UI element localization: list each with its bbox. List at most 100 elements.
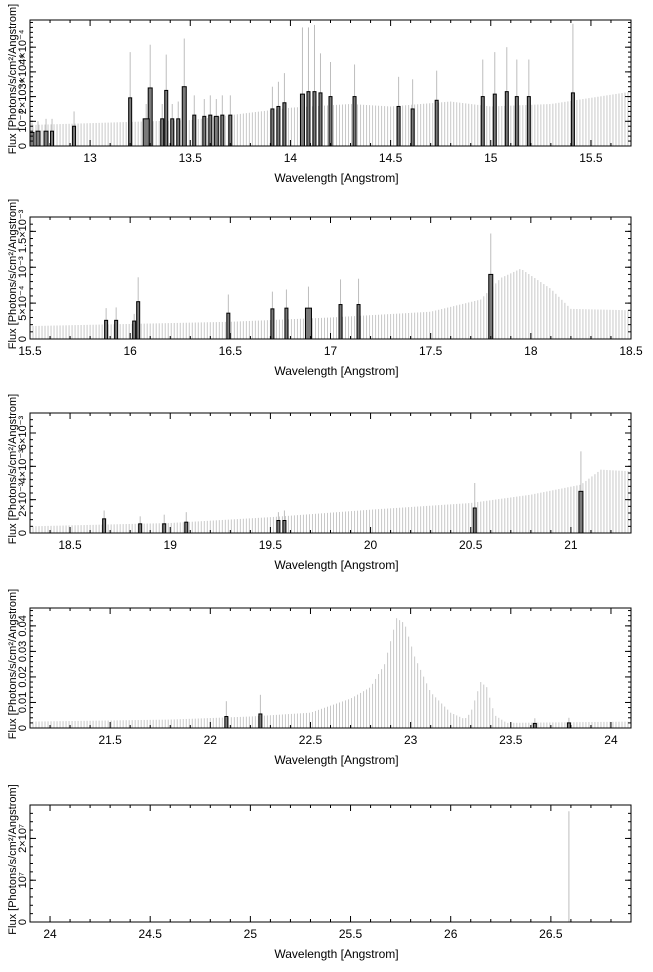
x-tick-label: 25	[244, 927, 258, 941]
highlighted-bin	[472, 507, 477, 533]
y-tick-label: 0	[17, 336, 29, 342]
chart-panel-3: 18.5 19 19.5 20 20.5 21 0 2×10⁻³4×10⁻³6×10⁻³ Wav…	[7, 394, 632, 572]
y-tick-label: 0.02	[17, 666, 29, 687]
x-tick-label: 24	[43, 927, 57, 941]
highlighted-bin	[282, 102, 287, 146]
highlighted-bin	[338, 304, 343, 339]
highlighted-series	[102, 451, 584, 533]
highlighted-bin	[396, 105, 401, 146]
highlighted-bin	[43, 130, 49, 146]
y-tick-label: 10⁷	[17, 872, 29, 888]
highlighted-bin	[410, 108, 415, 146]
x-tick-label: 26.5	[539, 927, 563, 941]
x-tick-label: 21.5	[98, 733, 122, 747]
y-tick-label: 4×10⁻³	[17, 449, 29, 484]
highlighted-bin	[226, 312, 231, 339]
x-tick-label: 15.5	[579, 151, 603, 165]
chart-panel-4: 21.5 22 22.5 23 23.5 24 0 0.01 0.02 0.03 0.04 Wavel…	[7, 589, 632, 767]
y-axis-label: Flux [Photons/s/cm²/Angstrom]	[7, 199, 19, 349]
x-axis-label: Wavelength [Angstrom]	[274, 947, 398, 961]
highlighted-bin	[570, 92, 575, 146]
plot-area	[30, 233, 631, 339]
highlighted-bin	[114, 319, 119, 339]
highlighted-bin	[299, 93, 305, 146]
x-axis-label: Wavelength [Angstrom]	[274, 364, 398, 378]
x-axis-label: Wavelength [Angstrom]	[274, 753, 398, 767]
y-tick-label: 0.03	[17, 641, 29, 662]
y-axis: 0 0.01 0.02 0.03 0.04	[17, 610, 631, 731]
highlighted-bin	[220, 114, 225, 146]
highlighted-bin	[304, 307, 312, 339]
x-tick-label: 13.5	[179, 151, 203, 165]
highlighted-series	[30, 23, 575, 146]
y-tick-label: 1.5×10⁻³	[17, 209, 29, 253]
highlighted-bin	[104, 319, 109, 339]
highlighted-bin	[138, 523, 143, 533]
x-tick-label: 24	[604, 733, 618, 747]
highlighted-bin	[50, 130, 55, 146]
x-tick-label: 23	[404, 733, 418, 747]
highlighted-bin	[270, 108, 275, 146]
y-tick-label: 0	[17, 143, 29, 149]
highlighted-bin	[276, 105, 281, 146]
highlighted-bin	[480, 96, 485, 146]
highlighted-bin	[176, 118, 181, 146]
x-tick-label: 17	[324, 344, 338, 358]
highlighted-bin	[202, 115, 207, 146]
y-axis-label: Flux [Photons/s/cm²/Angstrom]	[7, 4, 19, 154]
x-tick-label: 17.5	[419, 344, 443, 358]
x-axis-label: Wavelength [Angstrom]	[274, 558, 398, 572]
x-tick-label: 18.5	[58, 538, 82, 552]
y-tick-label: 0	[17, 530, 29, 536]
highlighted-bin	[224, 716, 229, 728]
x-axis: 15.5 16 16.5 17 17.5 18 18.5	[18, 217, 643, 358]
continuum-series	[30, 469, 631, 533]
x-tick-label: 20	[364, 538, 378, 552]
highlighted-bin	[328, 96, 333, 146]
highlighted-bin	[132, 320, 137, 339]
highlighted-bin	[492, 93, 497, 146]
highlighted-bin	[306, 91, 311, 146]
y-tick-label: 2×10⁻⁴	[17, 79, 29, 115]
y-axis: 0 10⁷ 2×10⁷	[17, 804, 631, 925]
y-tick-label: 10⁻³	[17, 256, 29, 278]
y-tick-label: 0	[17, 919, 29, 925]
y-tick-label: 3×10⁻⁴	[17, 54, 29, 90]
highlighted-bin	[318, 92, 323, 146]
chart-panel-5: 24 24.5 25 25.5 26 26.5 0 10⁷ 2×10⁷ Wavelength [A…	[7, 784, 632, 961]
x-tick-label: 13	[83, 151, 97, 165]
x-tick-label: 24.5	[139, 927, 163, 941]
highlighted-bin	[270, 308, 275, 339]
plot-area	[30, 23, 631, 146]
x-tick-label: 18.5	[619, 344, 643, 358]
highlighted-bin	[208, 114, 213, 146]
x-axis: 21.5 22 22.5 23 23.5 24	[29, 608, 632, 747]
y-tick-label: 10⁻⁴	[17, 110, 29, 133]
highlighted-bin	[356, 304, 361, 339]
x-tick-label: 26	[444, 927, 458, 941]
continuum-series	[30, 618, 631, 728]
highlighted-bin	[136, 301, 141, 339]
x-tick-label: 19	[164, 538, 178, 552]
y-tick-label: 5×10⁻⁴	[17, 285, 29, 321]
highlighted-bin	[504, 91, 509, 146]
x-tick-label: 16.5	[219, 344, 243, 358]
y-axis: 0 5×10⁻⁴ 10⁻³ 1.5×10⁻³	[17, 209, 631, 342]
highlighted-bin	[35, 130, 41, 146]
highlighted-bin	[532, 722, 537, 728]
x-tick-label: 22	[204, 733, 218, 747]
y-tick-label: 2×10⁷	[17, 824, 29, 853]
highlighted-bin	[102, 518, 107, 533]
highlighted-bin	[164, 89, 169, 146]
plot-area	[30, 451, 631, 533]
highlighted-bin	[578, 490, 584, 533]
y-tick-label: 4×10⁻⁴	[17, 29, 29, 65]
y-tick-label: 6×10⁻³	[17, 416, 29, 451]
highlighted-bin	[258, 713, 263, 728]
y-tick-label: 2×10⁻³	[17, 482, 29, 517]
x-tick-label: 23.5	[499, 733, 523, 747]
highlighted-bin	[312, 91, 317, 146]
x-tick-label: 18	[524, 344, 538, 358]
highlighted-bin	[213, 115, 219, 146]
